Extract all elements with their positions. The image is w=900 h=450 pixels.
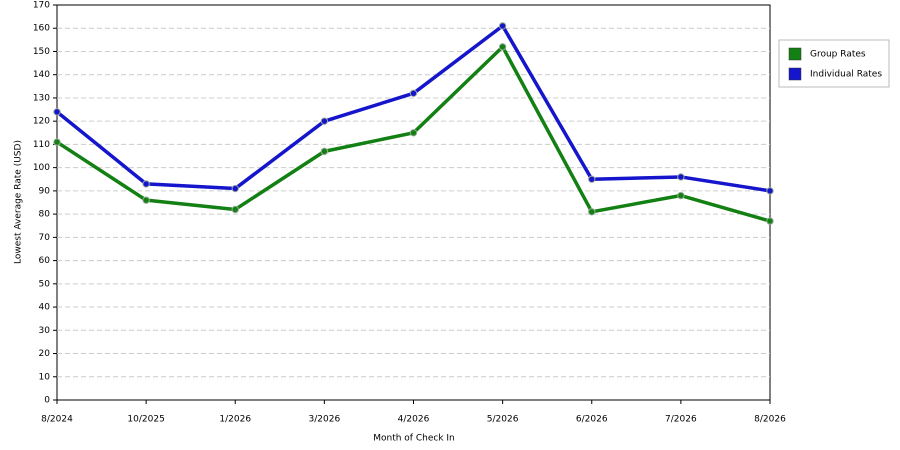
y-tick-label: 130 <box>33 93 50 103</box>
y-tick-label: 170 <box>33 1 50 11</box>
y-tick-label: 100 <box>33 163 50 173</box>
y-tick-label: 0 <box>44 396 50 406</box>
y-tick-label: 90 <box>39 186 51 196</box>
data-point <box>588 175 596 183</box>
data-point <box>53 108 61 116</box>
legend-label: Group Rates <box>810 50 866 60</box>
data-point <box>231 184 239 193</box>
y-tick-label: 10 <box>39 372 51 382</box>
x-tick-label: 8/2026 <box>754 415 786 425</box>
y-tick-label: 60 <box>39 256 51 266</box>
data-point <box>588 208 596 216</box>
data-point <box>53 138 61 146</box>
x-tick-label: 5/2026 <box>487 415 519 425</box>
y-tick-label: 20 <box>39 349 51 359</box>
data-point <box>498 43 507 51</box>
y-axis-title: Lowest Average Rate (USD) <box>14 140 24 264</box>
data-point <box>142 180 150 188</box>
x-tick-label: 10/2025 <box>127 415 164 425</box>
y-tick-label: 40 <box>39 303 51 313</box>
data-point <box>320 117 329 125</box>
x-tick-label: 8/2024 <box>41 415 73 425</box>
data-point <box>677 173 685 181</box>
x-tick-label: 6/2026 <box>576 415 608 425</box>
x-tick-label: 3/2026 <box>309 415 341 425</box>
x-tick-label: 7/2026 <box>665 415 697 425</box>
legend-swatch <box>788 67 802 81</box>
data-point <box>677 191 685 200</box>
y-tick-label: 70 <box>39 233 51 243</box>
data-point <box>409 89 418 97</box>
legend-label: Individual Rates <box>810 70 882 80</box>
data-point <box>231 205 239 214</box>
y-tick-label: 50 <box>39 279 51 289</box>
data-point <box>320 147 329 156</box>
legend-swatch <box>788 47 802 61</box>
y-tick-label: 30 <box>39 326 51 336</box>
data-point <box>498 22 507 30</box>
y-tick-label: 120 <box>33 117 50 127</box>
data-point <box>766 217 774 225</box>
data-point <box>766 187 774 195</box>
y-tick-label: 150 <box>33 47 50 57</box>
x-tick-label: 1/2026 <box>219 415 251 425</box>
y-tick-label: 80 <box>39 210 51 220</box>
data-point <box>142 196 150 204</box>
y-tick-label: 160 <box>33 24 50 34</box>
x-tick-label: 4/2026 <box>398 415 430 425</box>
y-tick-label: 110 <box>33 140 50 150</box>
y-tick-label: 140 <box>33 70 50 80</box>
data-point <box>409 129 418 137</box>
x-axis-title: Month of Check In <box>373 434 455 444</box>
